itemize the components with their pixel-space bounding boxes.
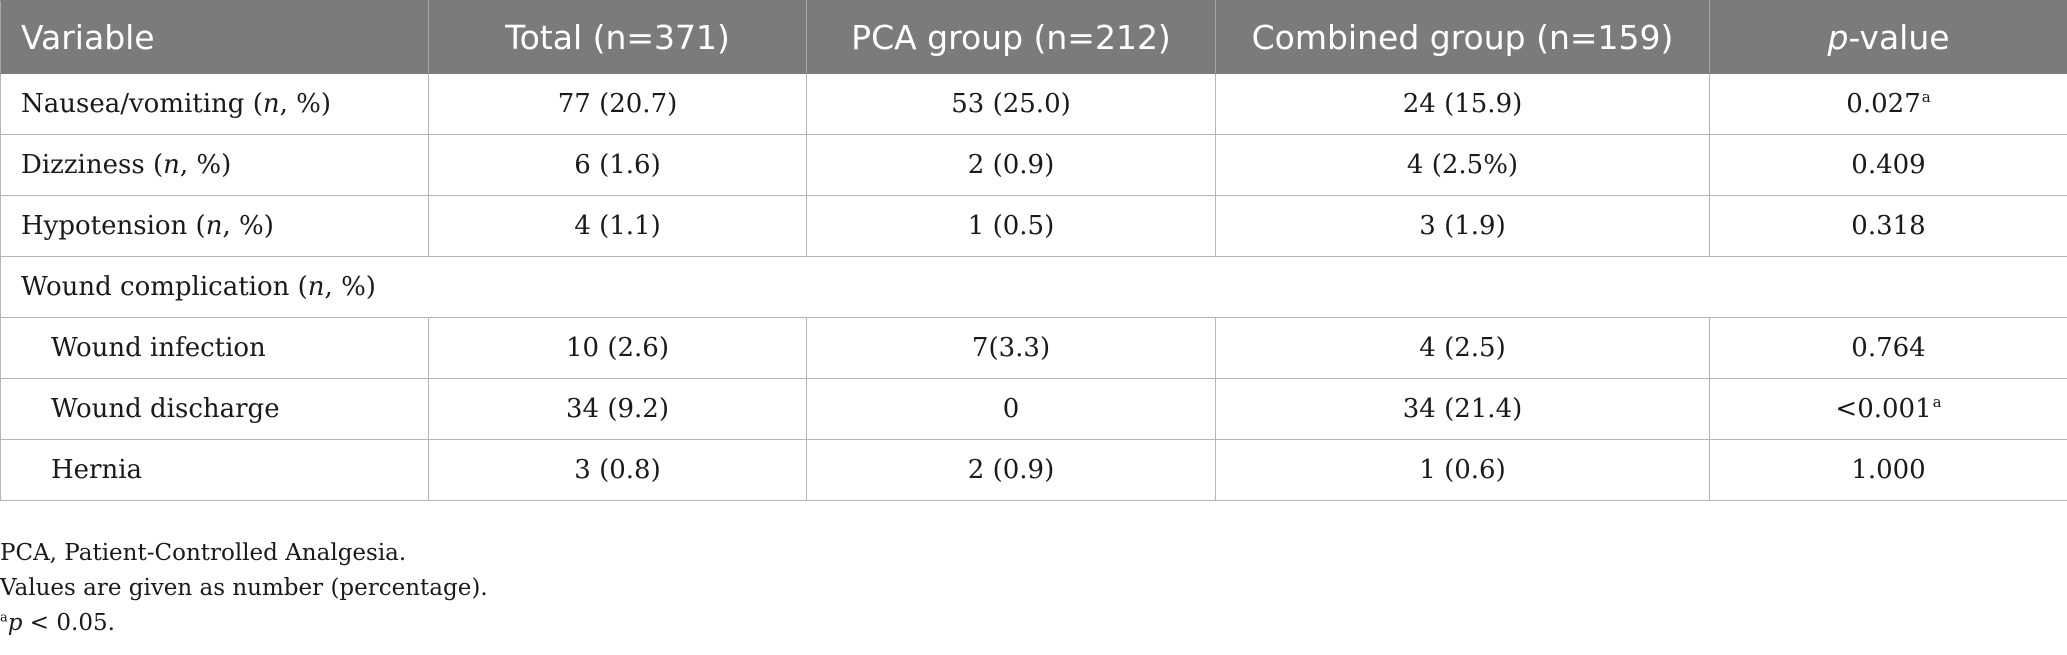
cell-combined: 4 (2.5) (1215, 317, 1710, 379)
label-tail: , %) (179, 150, 232, 180)
cell-pca: 2 (0.9) (806, 134, 1216, 196)
cell-combined: 3 (1.9) (1215, 195, 1710, 257)
p-value-text: <0.001 (1835, 394, 1932, 424)
label-text: Hypotension ( (21, 211, 206, 241)
label-n: n (163, 150, 180, 180)
cell-total: 34 (9.2) (428, 378, 807, 440)
footnote-mark: a (0, 610, 8, 626)
label-text: Dizziness ( (21, 150, 164, 180)
results-table-container: Variable Total (n=371) PCA group (n=212)… (0, 0, 2067, 501)
cell-pca: 1 (0.5) (806, 195, 1216, 257)
header-pca-group: PCA group (n=212) (806, 0, 1216, 74)
label-n: n (205, 211, 223, 241)
cell-combined: 1 (0.6) (1215, 439, 1710, 501)
cell-total: 6 (1.6) (428, 134, 807, 196)
p-value-text: 0.409 (1851, 150, 1926, 180)
cell-pca: 53 (25.0) (806, 73, 1216, 135)
row-label: Nausea/vomiting (n, %) (0, 73, 429, 135)
header-p-rest: -value (1848, 17, 1950, 57)
row-label: Dizziness (n, %) (0, 134, 429, 196)
header-combined-group: Combined group (n=159) (1215, 0, 1710, 74)
cell-total: 77 (20.7) (428, 73, 807, 135)
header-p-value: p-value (1709, 0, 2067, 74)
cell-pca: 7(3.3) (806, 317, 1216, 379)
row-label: Wound discharge (0, 378, 429, 440)
table-row: Hernia 3 (0.8) 2 (0.9) 1 (0.6) 1.000 (0, 439, 2067, 501)
table-header: Variable Total (n=371) PCA group (n=212)… (0, 0, 2067, 74)
p-value-text: 0.764 (1851, 333, 1926, 363)
cell-total: 3 (0.8) (428, 439, 807, 501)
cell-combined: 24 (15.9) (1215, 73, 1710, 135)
label-n: n (307, 272, 325, 302)
label-tail: , %) (324, 272, 376, 302)
section-label: Wound complication (n, %) (0, 256, 2067, 318)
header-total: Total (n=371) (428, 0, 807, 74)
cell-combined: 34 (21.4) (1215, 378, 1710, 440)
table-row: Wound discharge 34 (9.2) 0 34 (21.4) <0.… (0, 378, 2067, 440)
footnote-significance: ap < 0.05. (0, 606, 488, 641)
p-value-text: 0.318 (1851, 211, 1926, 241)
footnote-abbreviation: PCA, Patient-Controlled Analgesia. (0, 540, 407, 566)
cell-p-value: 0.318 (1709, 195, 2067, 257)
label-text: Nausea/vomiting ( (21, 89, 263, 119)
table-row-section: Wound complication (n, %) (0, 256, 2067, 318)
cell-pca: 0 (806, 378, 1216, 440)
table-row: Nausea/vomiting (n, %) 77 (20.7) 53 (25.… (0, 73, 2067, 135)
cell-p-value: <0.001a (1709, 378, 2067, 440)
table-row: Hypotension (n, %) 4 (1.1) 1 (0.5) 3 (1.… (0, 195, 2067, 257)
footnote-values: Values are given as number (percentage). (0, 575, 488, 601)
row-label: Wound infection (0, 317, 429, 379)
label-text: Wound complication ( (21, 272, 308, 302)
cell-p-value: 0.027a (1709, 73, 2067, 135)
cell-total: 10 (2.6) (428, 317, 807, 379)
table-body: Nausea/vomiting (n, %) 77 (20.7) 53 (25.… (0, 73, 2067, 501)
adverse-events-table: Variable Total (n=371) PCA group (n=212)… (0, 0, 2067, 501)
table-footnotes: PCA, Patient-Controlled Analgesia. Value… (0, 536, 488, 641)
p-value-text: 1.000 (1851, 455, 1926, 485)
cell-combined: 4 (2.5%) (1215, 134, 1710, 196)
p-value-text: 0.027 (1846, 89, 1921, 119)
header-row: Variable Total (n=371) PCA group (n=212)… (0, 0, 2067, 74)
label-n: n (262, 89, 280, 119)
label-tail: , %) (279, 89, 331, 119)
footnote-p: p (7, 610, 23, 636)
header-p-italic: p (1827, 17, 1849, 57)
row-label: Hernia (0, 439, 429, 501)
cell-p-value: 0.409 (1709, 134, 2067, 196)
footnote-p-rest: < 0.05. (22, 610, 115, 636)
cell-total: 4 (1.1) (428, 195, 807, 257)
label-tail: , %) (222, 211, 274, 241)
cell-p-value: 0.764 (1709, 317, 2067, 379)
row-label: Hypotension (n, %) (0, 195, 429, 257)
significance-mark: a (1921, 88, 1931, 107)
header-variable: Variable (0, 0, 429, 74)
cell-p-value: 1.000 (1709, 439, 2067, 501)
significance-mark: a (1932, 393, 1942, 412)
table-row: Dizziness (n, %) 6 (1.6) 2 (0.9) 4 (2.5%… (0, 134, 2067, 196)
table-row: Wound infection 10 (2.6) 7(3.3) 4 (2.5) … (0, 317, 2067, 379)
cell-pca: 2 (0.9) (806, 439, 1216, 501)
